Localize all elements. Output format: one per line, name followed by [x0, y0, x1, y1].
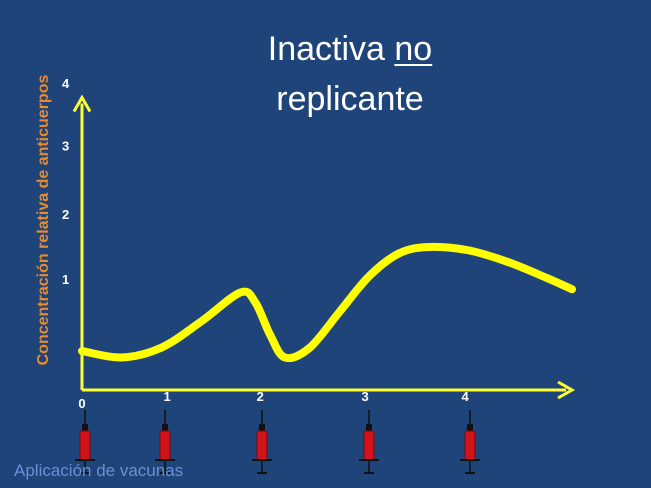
chart-title-line-1: Inactiva no — [230, 32, 470, 66]
x-tick-label: 2 — [257, 389, 264, 404]
vaccine-doses — [75, 410, 480, 474]
syringe-icon — [252, 410, 272, 474]
syringe-icon — [75, 410, 95, 474]
x-tick-label: 4 — [462, 389, 470, 404]
chart-axes — [72, 94, 576, 400]
y-tick-label: 3 — [62, 139, 69, 154]
footer-caption: Aplicación de vacunas — [14, 461, 184, 480]
syringe-icon — [359, 410, 379, 474]
x-tick-label: 3 — [362, 389, 369, 404]
y-tick-labels: 1 2 3 4 — [62, 76, 70, 287]
title-text: Inactiva — [267, 30, 395, 68]
chart-title-line-2: replicante — [276, 80, 424, 118]
y-tick-label: 1 — [62, 272, 69, 287]
y-tick-label: 2 — [62, 207, 69, 222]
x-tick-labels: 0 1 2 3 4 — [78, 389, 469, 411]
syringe-icon — [460, 410, 480, 474]
y-axis-label: Concentración relativa de anticuerpos — [35, 74, 52, 366]
x-tick-label: 1 — [164, 389, 171, 404]
title-emphasis: no — [394, 30, 433, 68]
syringe-icon — [155, 410, 175, 474]
series-layer — [78, 242, 577, 363]
x-axis-arrow — [557, 380, 576, 400]
antibody-curve — [78, 242, 577, 363]
x-tick-label: 0 — [78, 396, 85, 411]
y-axis-arrow — [72, 94, 92, 113]
y-tick-label: 4 — [62, 76, 70, 91]
